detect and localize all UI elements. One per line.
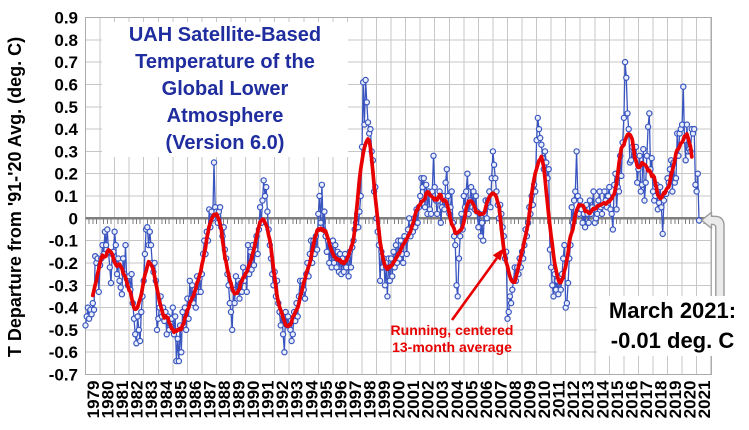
x-tick-label: 2007 xyxy=(491,381,510,419)
x-tick-label: 1996 xyxy=(331,381,350,419)
x-tick-label: 1979 xyxy=(84,381,103,419)
running-average-line xyxy=(90,132,694,335)
x-tick-label: 1989 xyxy=(230,381,249,419)
callout-value: -0.01 deg. C xyxy=(610,328,735,353)
y-tick-label: -0.3 xyxy=(49,276,78,295)
x-tick-label: 2002 xyxy=(419,381,438,419)
x-tick-label: 1995 xyxy=(317,381,336,419)
monthly-series-markers xyxy=(82,58,703,365)
y-tick-label: -0.1 xyxy=(49,232,78,251)
x-tick-label: 1984 xyxy=(157,380,176,418)
x-tick-label: 2011 xyxy=(550,381,569,418)
y-tick-label: 0.1 xyxy=(54,187,78,206)
x-tick-label: 2012 xyxy=(564,381,583,419)
y-tick-label: -0.7 xyxy=(49,366,78,385)
y-tick-label: 0.3 xyxy=(54,142,78,161)
y-tick-label: 0 xyxy=(69,209,78,228)
y-tick-labels: 0.9 0.8 0.7 0.6 0.5 0.4 0.3 0.2 0.1 0 -0.1 -0.2 -0.3… xyxy=(49,9,79,385)
x-tick-label: 2005 xyxy=(462,381,481,419)
x-tick-label: 2013 xyxy=(579,381,598,419)
y-tick-label: 0.5 xyxy=(54,98,78,117)
x-tick-label: 2017 xyxy=(637,381,656,419)
y-tick-label: -0.2 xyxy=(49,254,78,273)
y-tick-label: 0.6 xyxy=(54,75,78,94)
y-tick-label: 0.2 xyxy=(54,165,78,184)
x-tick-label: 1999 xyxy=(375,381,394,419)
x-tick-label: 1993 xyxy=(288,381,307,419)
x-tick-label: 1986 xyxy=(186,381,205,419)
x-tick-label: 1988 xyxy=(215,381,234,419)
x-tick-label: 2004 xyxy=(448,380,467,418)
x-tick-label: 2020 xyxy=(681,381,700,419)
x-tick-label: 1991 xyxy=(259,381,278,419)
chart-title-line: UAH Satellite-Based xyxy=(128,24,322,46)
y-tick-label: -0.5 xyxy=(49,321,78,340)
x-tick-label: 2021 xyxy=(695,381,714,419)
chart-title-line: Temperature of the xyxy=(135,51,315,73)
x-tick-label: 2010 xyxy=(535,381,554,419)
y-tick-label: 0.4 xyxy=(54,120,78,139)
x-tick-label: 1980 xyxy=(99,381,118,419)
y-tick-label: -0.6 xyxy=(49,343,78,362)
x-tick-label: 1982 xyxy=(128,381,147,419)
x-tick-label: 1997 xyxy=(346,381,365,419)
x-tick-label: 1983 xyxy=(142,381,161,419)
x-tick-label: 2006 xyxy=(477,380,496,418)
y-axis-title: T Departure from '91-'20 Avg. (deg. C) xyxy=(5,36,25,358)
running-average-annotation: Running, centered 13-month average xyxy=(387,322,517,356)
x-tick-label: 2014 xyxy=(593,380,612,418)
x-tick-label: 2003 xyxy=(433,381,452,419)
x-tick-label: 1985 xyxy=(171,381,190,419)
x-tick-label: 2001 xyxy=(404,381,423,419)
x-tick-label: 1998 xyxy=(360,381,379,419)
x-tick-label: 1994 xyxy=(302,380,321,418)
x-tick-label: 2018 xyxy=(651,381,670,419)
chart-title: UAH Satellite-Based Temperature of the G… xyxy=(102,22,348,157)
y-tick-label: 0.7 xyxy=(54,53,78,72)
y-tick-label: -0.4 xyxy=(49,299,79,318)
callout-date: March 2021: xyxy=(608,298,737,323)
x-tick-labels: 1979198019811982198319841985198619871988… xyxy=(84,380,714,418)
y-tick-label: 0.8 xyxy=(54,31,78,50)
x-tick-label: 1987 xyxy=(200,381,219,419)
x-tick-label: 2000 xyxy=(390,381,409,419)
x-tick-label: 1992 xyxy=(273,381,292,419)
x-tick-label: 2009 xyxy=(521,381,540,419)
x-tick-label: 1990 xyxy=(244,381,263,419)
x-tick-label: 2008 xyxy=(506,381,525,419)
annotation-arrow xyxy=(450,248,504,321)
chart-title-line: (Version 6.0) xyxy=(165,132,285,154)
latest-value-callout: March 2021: -0.01 deg. C xyxy=(597,296,748,356)
x-tick-label: 2016 xyxy=(622,381,641,419)
chart-title-line: Global Lower Atmosphere xyxy=(161,78,289,127)
callout-arrow-icon xyxy=(700,211,725,298)
annotation-line: Running, centered xyxy=(390,322,514,338)
x-tick-label: 1981 xyxy=(113,381,132,419)
zero-axis xyxy=(85,217,712,224)
y-tick-label: 0.9 xyxy=(54,9,78,28)
annotation-line: 13-month average xyxy=(392,339,512,355)
x-tick-label: 2019 xyxy=(666,381,685,419)
x-tick-label: 2015 xyxy=(608,381,627,419)
